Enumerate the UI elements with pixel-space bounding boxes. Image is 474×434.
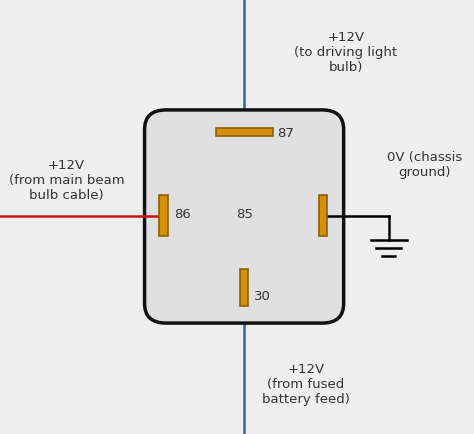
Text: +12V
(to driving light
bulb): +12V (to driving light bulb) [294, 31, 398, 73]
Text: 30: 30 [254, 289, 271, 302]
Text: 0V (chassis
ground): 0V (chassis ground) [387, 151, 462, 179]
Text: 87: 87 [277, 127, 294, 140]
Bar [240, 269, 248, 306]
Text: +12V
(from fused
battery feed): +12V (from fused battery feed) [262, 363, 350, 405]
FancyBboxPatch shape [145, 111, 344, 323]
Bar [319, 195, 327, 237]
Text: 86: 86 [174, 207, 191, 220]
Text: +12V
(from main beam
bulb cable): +12V (from main beam bulb cable) [9, 159, 124, 201]
Text: 85: 85 [236, 207, 253, 220]
Bar [159, 195, 168, 237]
Bar [216, 129, 273, 137]
